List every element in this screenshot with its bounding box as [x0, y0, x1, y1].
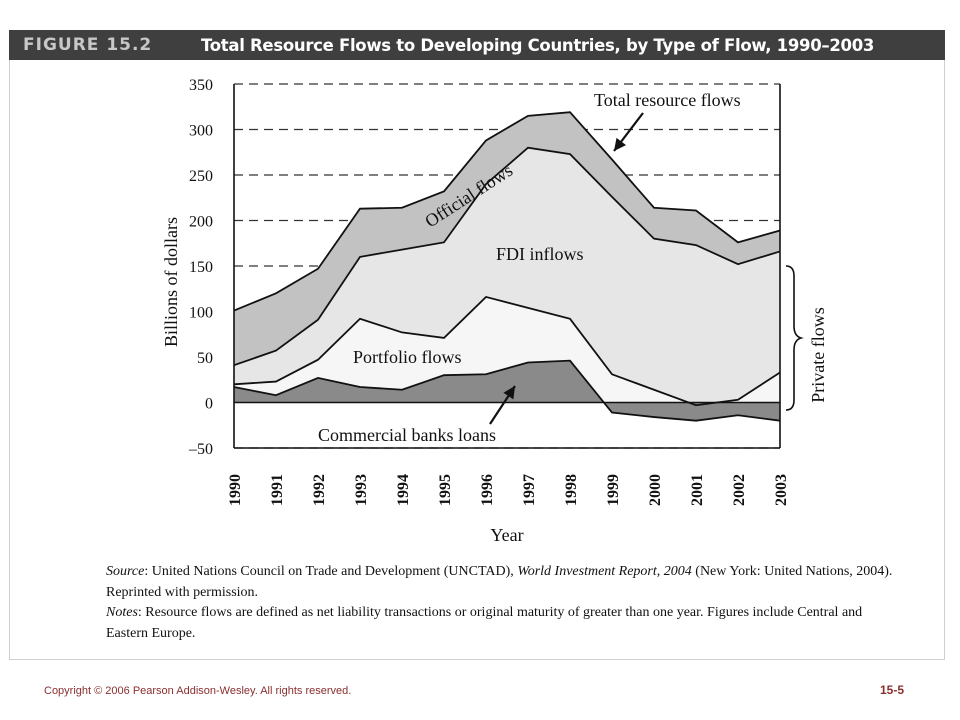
y-axis-title: Billions of dollars — [161, 217, 181, 347]
x-tick-label: 1994 — [395, 474, 412, 506]
banks-line — [233, 359, 781, 422]
x-tick-label: 1992 — [311, 474, 328, 506]
banks-arrow — [489, 385, 516, 425]
y-tick-label: 50 — [197, 350, 213, 367]
official-flows-area — [234, 112, 780, 366]
fdi-inflows-area — [234, 147, 780, 406]
copyright: Copyright © 2006 Pearson Addison-Wesley.… — [44, 685, 352, 697]
arrow-head — [614, 137, 627, 151]
y-tick-label: 100 — [189, 305, 213, 322]
private-flows-brace — [785, 265, 804, 411]
x-tick-label: 2001 — [689, 474, 706, 506]
x-tick-label: 1997 — [521, 474, 538, 506]
figure-label: FIGURE 15.2 — [23, 35, 153, 55]
x-axis-title: Year — [490, 525, 523, 545]
x-tick-label: 1990 — [227, 474, 244, 506]
fdi-line — [233, 146, 781, 367]
x-tick-label: 1998 — [563, 474, 580, 506]
page-number: 15-5 — [880, 683, 905, 697]
source-note: Source: United Nations Council on Trade … — [106, 562, 906, 603]
y-tick-label: –50 — [188, 441, 213, 458]
y-tick-label: 150 — [189, 259, 213, 276]
fdi-annotation: FDI inflows — [496, 244, 584, 264]
y-tick-label: 250 — [189, 168, 213, 185]
x-tick-label: 2002 — [731, 474, 748, 506]
report-title: World Investment Report, 2004 — [517, 564, 692, 579]
x-tick-label: 1995 — [437, 474, 454, 506]
source-label: Source — [106, 564, 145, 579]
notes-note: Notes: Resource flows are defined as net… — [106, 603, 906, 644]
x-tick-label: 2000 — [647, 474, 664, 506]
private-flows-annotation: Private flows — [808, 307, 828, 402]
figure-notes: Source: United Nations Council on Trade … — [106, 562, 906, 644]
portfolio-flows-area — [234, 296, 780, 421]
x-tick-label: 1991 — [269, 474, 286, 506]
x-tick-label: 2003 — [773, 474, 790, 506]
total-flows-line — [233, 111, 781, 312]
figure-header: FIGURE 15.2 Total Resource Flows to Deve… — [9, 30, 945, 60]
source-text: : United Nations Council on Trade and De… — [144, 564, 518, 579]
x-tick-label: 1996 — [479, 474, 496, 506]
y-tick-label: 350 — [189, 77, 213, 94]
figure-title: Total Resource Flows to Developing Count… — [201, 35, 875, 55]
notes-label: Notes — [106, 605, 138, 620]
notes-text: : Resource flows are defined as net liab… — [106, 605, 863, 641]
y-tick-label: 200 — [189, 214, 213, 231]
banks-annotation: Commercial banks loans — [318, 425, 496, 445]
portfolio-annotation: Portfolio flows — [353, 347, 462, 367]
x-tick-label: 1999 — [605, 474, 622, 506]
portfolio-line — [233, 295, 781, 407]
total-flows-annotation: Total resource flows — [594, 90, 741, 110]
total-flows-arrow — [613, 112, 644, 152]
arrow-head — [503, 386, 515, 400]
source-rest: (New York: United Nations, 2004). Reprin… — [106, 564, 893, 600]
x-tick-label: 1993 — [353, 474, 370, 506]
y-tick-label: 300 — [189, 123, 213, 140]
y-tick-label: 0 — [205, 396, 213, 413]
